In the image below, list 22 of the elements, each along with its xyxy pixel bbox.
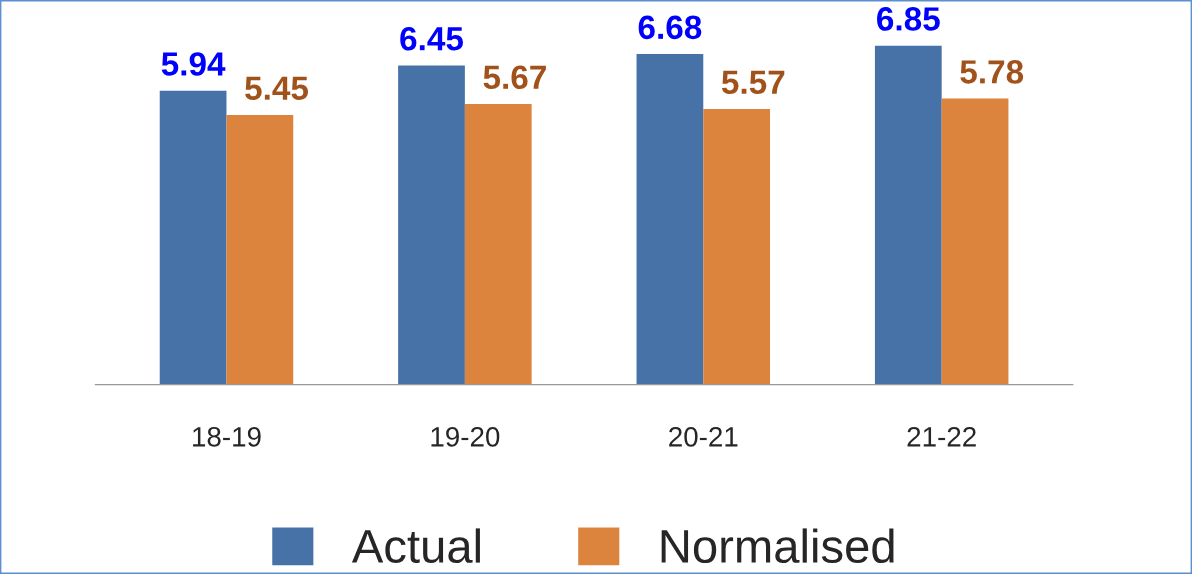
bar	[703, 108, 771, 385]
legend-label: Actual	[351, 528, 480, 564]
bar	[874, 45, 942, 385]
bar	[464, 104, 532, 385]
data-label: 5.45	[245, 76, 309, 100]
x-tick-label: 19-20	[431, 426, 500, 447]
x-tick-label: 20-21	[669, 426, 738, 447]
data-label: 5.94	[161, 52, 226, 76]
data-label: 6.45	[400, 26, 464, 51]
bar	[398, 65, 465, 385]
data-label: 5.78	[960, 60, 1024, 84]
data-label: 5.57	[721, 70, 785, 95]
legend-label: Normalised	[661, 528, 894, 564]
x-tick-label: 18-19	[193, 426, 261, 447]
data-label: 6.85	[877, 7, 940, 31]
bar	[226, 114, 294, 385]
bar	[941, 98, 1009, 385]
x-tick-label: 21-22	[907, 426, 976, 447]
data-label: 6.68	[638, 15, 702, 40]
data-label: 5.67	[483, 65, 546, 90]
bar	[636, 54, 704, 385]
bar	[159, 90, 227, 385]
